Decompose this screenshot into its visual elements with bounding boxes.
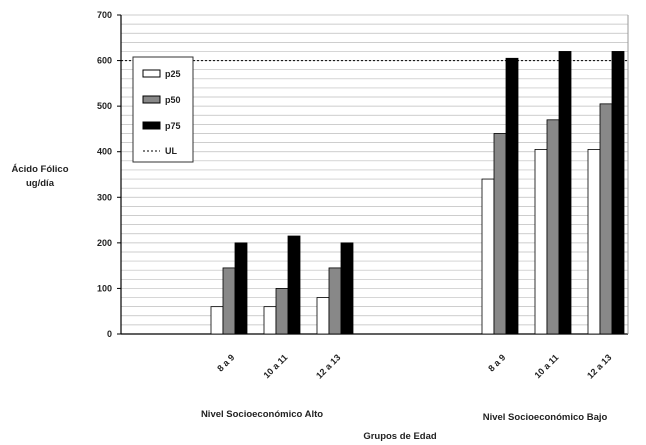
y-tick-label: 300 <box>97 192 112 202</box>
bar-p25 <box>534 149 548 335</box>
bar-p75 <box>287 235 301 335</box>
y-tick-labels: 0 100 200 300 400 500 600 700 <box>97 10 121 339</box>
legend: p25 p50 p75 UL <box>132 56 194 163</box>
category-label: 12 a 13 <box>585 352 613 380</box>
y-axis-label-line2: ug/día <box>26 178 55 189</box>
y-tick-label: 100 <box>97 283 112 293</box>
bar-p25 <box>316 297 330 335</box>
legend-swatch-p25 <box>142 69 161 78</box>
bar-p50 <box>328 267 342 335</box>
y-tick-label: 500 <box>97 101 112 111</box>
y-tick-label: 0 <box>107 329 112 339</box>
legend-label-p25: p25 <box>165 69 181 79</box>
category-label: 8 a 9 <box>486 352 507 373</box>
group-label-alto: Nivel Socioeconómico Alto <box>201 409 323 420</box>
bar-p50 <box>599 103 613 335</box>
category-label: 10 a 11 <box>261 352 289 380</box>
bar-p75 <box>611 51 625 335</box>
bar-p75 <box>558 51 572 335</box>
bar-p50 <box>546 119 560 335</box>
legend-label-p50: p50 <box>165 95 181 105</box>
bar-p25 <box>263 306 277 335</box>
bar-p50 <box>493 133 507 335</box>
y-tick-label: 200 <box>97 238 112 248</box>
legend-swatch-p50 <box>142 95 161 104</box>
category-label: 10 a 11 <box>532 352 560 380</box>
legend-swatch-p75 <box>142 121 161 130</box>
group-label-bajo: Nivel Socioeconómico Bajo <box>483 412 608 423</box>
bar-p50 <box>222 267 236 335</box>
bar-p75 <box>340 242 354 335</box>
y-tick-label: 400 <box>97 147 112 157</box>
bar-p75 <box>234 242 248 335</box>
category-label: 8 a 9 <box>215 352 236 373</box>
category-labels: 8 a 9 10 a 11 12 a 13 8 a 9 10 a 11 12 a 13 <box>215 352 613 380</box>
legend-label-ul: UL <box>165 146 177 156</box>
y-tick-label: 700 <box>97 10 112 20</box>
category-label: 12 a 13 <box>314 352 342 380</box>
x-axis-title: Grupos de Edad <box>363 431 437 442</box>
bar-p25 <box>210 306 224 335</box>
bar-p25 <box>481 178 495 335</box>
bar-p75 <box>505 57 519 335</box>
bar-p50 <box>275 288 289 335</box>
y-tick-label: 600 <box>97 56 112 66</box>
y-axis-label-line1: Ácido Fólico <box>12 164 69 175</box>
legend-label-p75: p75 <box>165 121 181 131</box>
bars <box>210 51 625 335</box>
bar-p25 <box>587 149 601 335</box>
legend-box <box>132 56 194 163</box>
